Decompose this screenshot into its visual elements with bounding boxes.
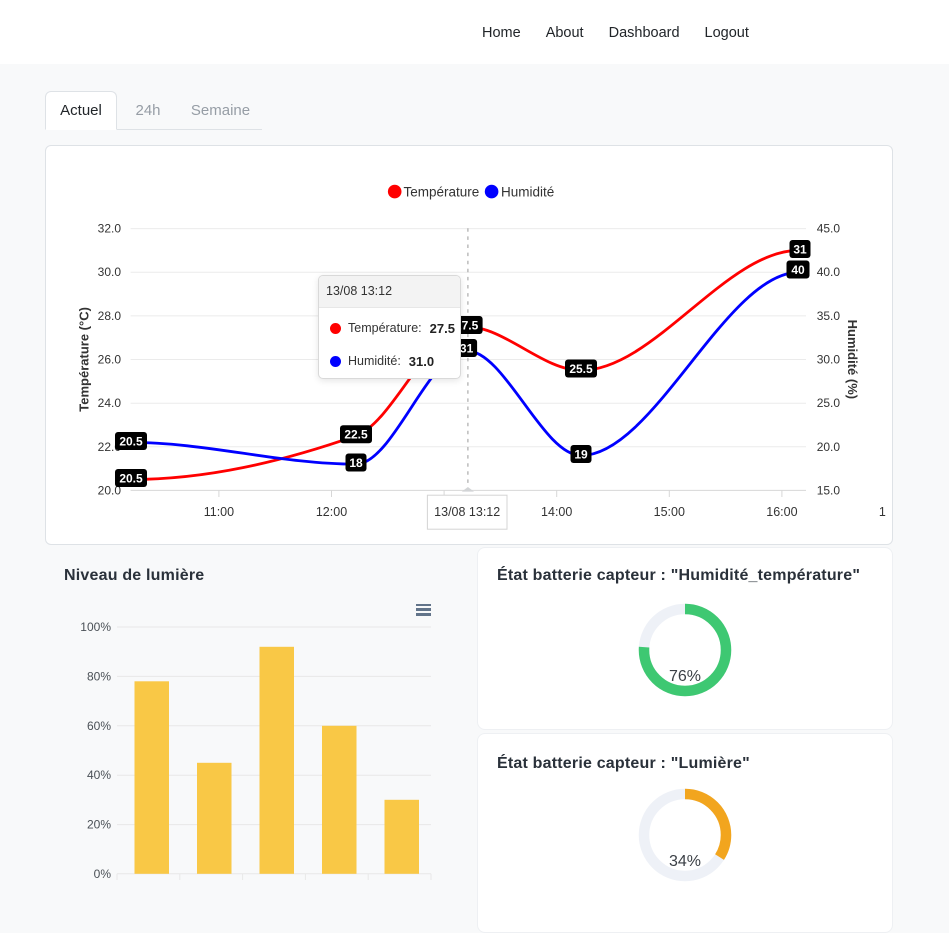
- svg-text:60%: 60%: [87, 719, 111, 733]
- svg-text:Température (°C): Température (°C): [77, 307, 92, 412]
- svg-text:12:00: 12:00: [316, 505, 347, 519]
- svg-text:13/08 13:12: 13/08 13:12: [434, 505, 500, 519]
- svg-text:24.0: 24.0: [98, 396, 122, 410]
- svg-text:31: 31: [460, 341, 474, 355]
- svg-text:19: 19: [574, 447, 588, 461]
- svg-text:15:00: 15:00: [654, 505, 685, 519]
- svg-text:26.0: 26.0: [98, 353, 122, 367]
- svg-text:22.5: 22.5: [344, 428, 368, 442]
- svg-text:40.0: 40.0: [817, 265, 841, 279]
- svg-text:45.0: 45.0: [817, 222, 841, 236]
- svg-text:20.0: 20.0: [817, 440, 841, 454]
- svg-text:15.0: 15.0: [817, 483, 841, 497]
- svg-text:30.0: 30.0: [817, 353, 841, 367]
- svg-text:20.5: 20.5: [119, 434, 143, 448]
- svg-text:0%: 0%: [94, 867, 112, 881]
- svg-text:Température: Température: [404, 184, 480, 199]
- svg-text:40: 40: [791, 263, 805, 277]
- svg-text:25.5: 25.5: [569, 362, 593, 376]
- svg-text:20.0: 20.0: [98, 483, 122, 497]
- svg-text:40%: 40%: [87, 768, 111, 782]
- svg-text:100%: 100%: [80, 620, 111, 634]
- svg-text:Humidité: Humidité: [501, 184, 554, 199]
- svg-text:80%: 80%: [87, 669, 111, 683]
- svg-text:35.0: 35.0: [817, 309, 841, 323]
- svg-text:30.0: 30.0: [98, 265, 122, 279]
- svg-text:16:00: 16:00: [766, 505, 797, 519]
- svg-text:11:00: 11:00: [204, 505, 234, 519]
- svg-text:17:00: 17:00: [879, 505, 892, 519]
- svg-text:31: 31: [793, 242, 807, 256]
- svg-text:14:00: 14:00: [541, 505, 572, 519]
- svg-text:28.0: 28.0: [98, 309, 122, 323]
- svg-text:20%: 20%: [87, 818, 111, 832]
- svg-text:Humidité (%): Humidité (%): [845, 320, 860, 399]
- svg-text:20.5: 20.5: [119, 471, 143, 485]
- svg-text:25.0: 25.0: [817, 396, 841, 410]
- svg-text:18: 18: [349, 456, 363, 470]
- svg-text:32.0: 32.0: [98, 222, 122, 236]
